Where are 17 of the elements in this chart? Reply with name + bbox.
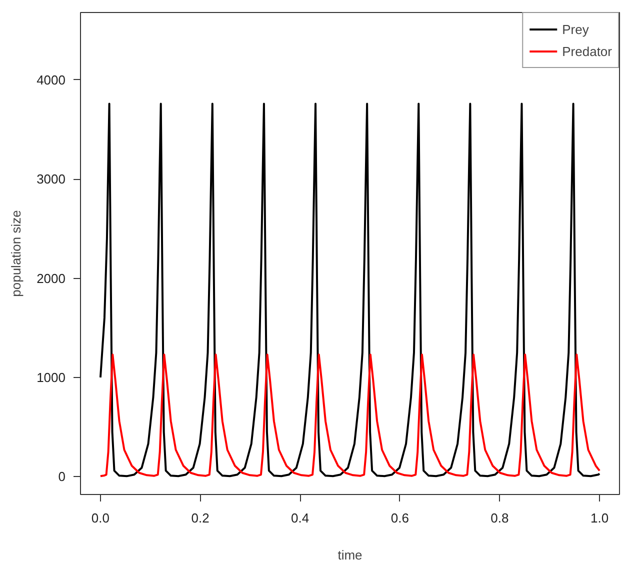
legend-label: Predator [562, 44, 612, 58]
line-series [99, 102, 601, 478]
y-tick-label: 1000 [36, 370, 66, 385]
legend-label: Prey [562, 22, 589, 36]
y-tick-label: 0 [58, 469, 66, 484]
line-series [99, 354, 601, 478]
x-tick-label: 0.2 [191, 510, 210, 526]
x-tick-label: 0.6 [390, 510, 409, 526]
y-tick-label: 2000 [36, 270, 66, 286]
y-axis-title: population size [8, 210, 24, 297]
x-tick-label: 0.8 [490, 510, 509, 526]
x-tick-label: 0.4 [291, 510, 310, 526]
y-tick-label: 3000 [36, 172, 66, 187]
y-tick-label: 4000 [36, 72, 66, 88]
x-tick-label: 0.0 [91, 510, 110, 526]
x-axis-title: time [338, 548, 362, 562]
x-tick-label: 1.0 [590, 510, 609, 526]
